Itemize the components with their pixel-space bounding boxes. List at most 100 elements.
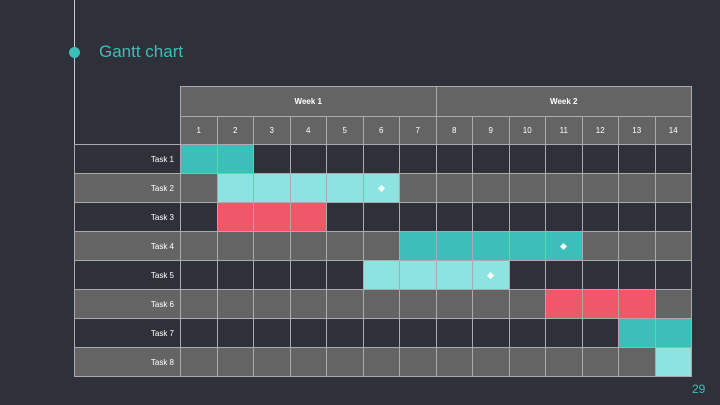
grid-cell	[581, 260, 619, 290]
grid-cell	[508, 318, 546, 348]
day-header: 11	[545, 116, 583, 145]
task-label: Task 5	[74, 260, 181, 290]
grid-cell	[618, 144, 656, 174]
milestone-diamond-icon	[377, 184, 385, 192]
week-header: Week 1	[180, 86, 437, 117]
task-bar-cell	[216, 173, 254, 203]
grid-cell	[581, 231, 619, 261]
grid-cell	[435, 289, 473, 319]
task-bar-cell	[545, 231, 583, 261]
milestone-diamond-icon	[560, 242, 568, 250]
task-bar-cell	[216, 202, 254, 232]
grid-cell	[216, 347, 254, 377]
grid-cell	[253, 289, 291, 319]
day-header: 4	[289, 116, 327, 145]
day-header: 7	[399, 116, 437, 145]
grid-cell	[545, 260, 583, 290]
task-bar-cell	[435, 260, 473, 290]
grid-cell	[180, 173, 218, 203]
grid-cell	[399, 289, 437, 319]
day-header: 12	[581, 116, 619, 145]
grid-cell	[618, 260, 656, 290]
grid-cell	[180, 231, 218, 261]
task-label: Task 6	[74, 289, 181, 319]
grid-cell	[326, 318, 364, 348]
day-header: 2	[216, 116, 254, 145]
grid-cell	[508, 260, 546, 290]
task-bar-cell	[472, 260, 510, 290]
grid-cell	[180, 289, 218, 319]
task-bar-cell	[435, 231, 473, 261]
grid-cell	[472, 318, 510, 348]
grid-cell	[581, 347, 619, 377]
grid-cell	[545, 347, 583, 377]
day-header: 5	[326, 116, 364, 145]
task-bar-cell	[654, 318, 692, 348]
grid-cell	[326, 144, 364, 174]
day-header: 1	[180, 116, 218, 145]
grid-cell	[508, 347, 546, 377]
grid-cell	[216, 318, 254, 348]
grid-cell	[654, 289, 692, 319]
day-header: 13	[618, 116, 656, 145]
grid-cell	[362, 318, 400, 348]
title-bullet-dot	[69, 47, 80, 58]
grid-cell	[435, 347, 473, 377]
grid-cell	[253, 144, 291, 174]
grid-cell	[435, 202, 473, 232]
grid-cell	[289, 289, 327, 319]
grid-cell	[508, 202, 546, 232]
task-bar-cell	[180, 144, 218, 174]
grid-cell	[399, 318, 437, 348]
grid-cell	[399, 173, 437, 203]
grid-cell	[362, 231, 400, 261]
task-bar-cell	[472, 231, 510, 261]
grid-cell	[545, 318, 583, 348]
task-bar-cell	[399, 260, 437, 290]
grid-cell	[326, 202, 364, 232]
day-header: 14	[654, 116, 692, 145]
grid-cell	[508, 144, 546, 174]
task-bar-cell	[618, 318, 656, 348]
grid-cell	[399, 202, 437, 232]
task-label: Task 4	[74, 231, 181, 261]
grid-cell	[545, 144, 583, 174]
grid-cell	[581, 318, 619, 348]
grid-cell	[289, 347, 327, 377]
grid-cell	[362, 289, 400, 319]
grid-cell	[399, 144, 437, 174]
grid-cell	[654, 173, 692, 203]
day-header: 8	[435, 116, 473, 145]
task-label: Task 2	[74, 173, 181, 203]
grid-cell	[654, 202, 692, 232]
grid-cell	[618, 202, 656, 232]
grid-cell	[435, 144, 473, 174]
task-bar-cell	[362, 173, 400, 203]
day-header: 9	[472, 116, 510, 145]
grid-cell	[253, 318, 291, 348]
grid-cell	[508, 289, 546, 319]
grid-cell	[216, 260, 254, 290]
grid-cell	[289, 231, 327, 261]
grid-cell	[545, 173, 583, 203]
grid-cell	[180, 318, 218, 348]
grid-cell	[289, 144, 327, 174]
task-bar-cell	[289, 173, 327, 203]
task-label: Task 7	[74, 318, 181, 348]
grid-cell	[435, 173, 473, 203]
grid-cell	[399, 347, 437, 377]
task-bar-cell	[545, 289, 583, 319]
page-number: 29	[692, 382, 706, 396]
grid-cell	[618, 347, 656, 377]
grid-cell	[618, 173, 656, 203]
grid-cell	[472, 173, 510, 203]
grid-cell	[326, 347, 364, 377]
grid-cell	[654, 260, 692, 290]
grid-cell	[326, 260, 364, 290]
grid-cell	[654, 231, 692, 261]
grid-cell	[253, 347, 291, 377]
task-bar-cell	[289, 202, 327, 232]
grid-cell	[362, 202, 400, 232]
grid-cell	[180, 260, 218, 290]
milestone-diamond-icon	[487, 271, 495, 279]
